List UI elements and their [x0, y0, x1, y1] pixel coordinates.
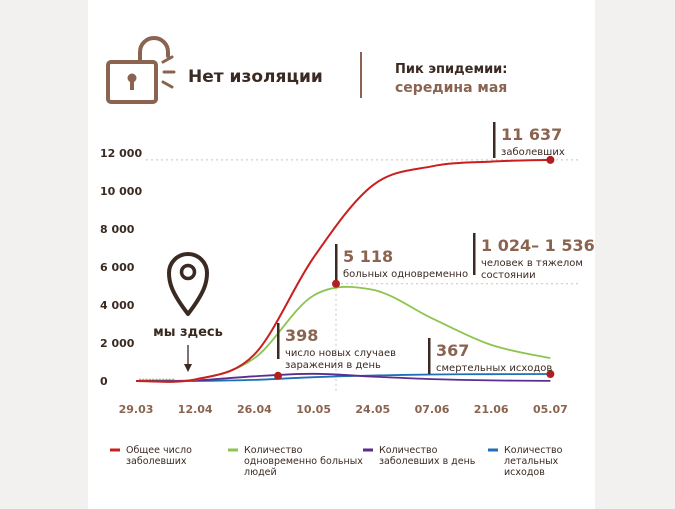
y-tick-label: 4 000 — [100, 299, 135, 312]
y-tick-label: 10 000 — [100, 185, 142, 198]
marker-deaths — [546, 370, 555, 379]
annotation-text: заболевших — [501, 147, 565, 158]
peak-label: Пик эпидемии: — [395, 62, 508, 77]
marker-label: мы здесь — [153, 325, 223, 340]
x-tick-label: 24.05 — [355, 403, 390, 416]
annotation: 5 118 больных одновременно — [335, 244, 468, 280]
x-tick-label: 10.05 — [296, 403, 331, 416]
annotation-bar — [277, 323, 280, 359]
infographic-card: Нет изоляции Пик эпидемии: середина мая … — [88, 0, 595, 509]
x-tick-label: 26.04 — [237, 403, 272, 416]
annotation-text: состоянии — [481, 270, 536, 281]
x-tick-label: 21.06 — [474, 403, 509, 416]
annotation-bar — [335, 244, 338, 280]
y-tick-label: 0 — [100, 375, 108, 388]
annotation-value: 1 024– 1 536 — [481, 236, 595, 255]
legend-label: заболевших — [126, 456, 187, 467]
annotation-value: 367 — [436, 341, 469, 360]
annotation-text: смертельных исходов — [436, 363, 552, 374]
annotation: 11 637 заболевших — [493, 122, 565, 158]
legend: Общее числозаболевшихКоличествоодновреме… — [110, 445, 563, 478]
y-tick-label: 6 000 — [100, 261, 135, 274]
marker-daily-peak — [274, 371, 282, 380]
series-line-total — [135, 158, 551, 383]
status-label: Нет изоляции — [188, 67, 323, 87]
peak-value: середина мая — [395, 80, 507, 96]
x-tick-label: 05.07 — [533, 403, 568, 416]
plot-area: 0 2 000 4 000 6 000 8 000 10 000 12 000 29.03 12… — [100, 122, 595, 416]
annotation-bar — [428, 338, 431, 374]
annotation-bar — [473, 233, 476, 275]
legend-label: Общее число — [126, 445, 192, 456]
x-tick-label: 12.04 — [178, 403, 213, 416]
annotation-text: заражения в день — [285, 360, 381, 371]
marker-total — [546, 155, 555, 164]
annotation-value: 398 — [285, 326, 318, 345]
unlocked-padlock-icon — [106, 36, 176, 104]
legend-label: Количество — [244, 445, 303, 456]
annotation-text: человек в тяжелом — [481, 258, 583, 269]
y-tick-label: 2 000 — [100, 337, 135, 350]
legend-label: летальных — [504, 456, 559, 467]
x-tick-label: 07.06 — [415, 403, 450, 416]
annotation-text: больных одновременно — [343, 269, 468, 280]
location-pin-icon — [167, 252, 209, 316]
marker-active-peak — [332, 279, 340, 288]
chart: Нет изоляции Пик эпидемии: середина мая … — [100, 36, 595, 478]
annotation-text: число новых случаев — [285, 348, 396, 359]
y-tick-label: 8 000 — [100, 223, 135, 236]
legend-label: людей — [244, 467, 277, 478]
legend-label: Количество — [504, 445, 563, 456]
x-tick-label: 29.03 — [119, 403, 154, 416]
series-line-daily — [135, 372, 551, 382]
legend-label: заболевших в день — [379, 456, 476, 467]
annotation-value: 5 118 — [343, 247, 393, 266]
marker-arrow-head — [184, 364, 192, 372]
annotation-bar — [493, 122, 496, 158]
annotation-value: 11 637 — [501, 125, 562, 144]
y-tick-label: 12 000 — [100, 147, 142, 160]
annotation: 367 смертельных исходов — [428, 338, 552, 374]
legend-label: исходов — [504, 467, 545, 478]
legend-label: Количество — [379, 445, 438, 456]
legend-label: одновременно больных — [244, 456, 363, 467]
